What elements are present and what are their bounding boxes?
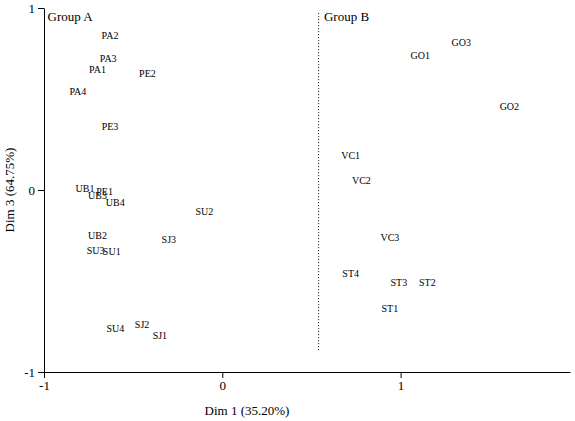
x-tick: -1 [39, 372, 50, 393]
point-label: ST2 [419, 277, 436, 288]
point-label: SJ2 [135, 319, 149, 330]
point-label: PA2 [102, 30, 119, 41]
y-tick-mark [38, 372, 44, 373]
y-tick-mark [38, 8, 44, 9]
point-label: SJ3 [162, 234, 176, 245]
point-label: PA4 [69, 86, 86, 97]
group-divider [318, 12, 319, 351]
y-tick-label: 1 [29, 1, 36, 16]
x-axis-title: Dim 1 (35.20%) [205, 403, 290, 418]
point-label: PE3 [102, 121, 119, 132]
x-tick-mark [401, 372, 402, 378]
point-label: ST1 [382, 303, 399, 314]
point-label: SJ1 [153, 330, 167, 341]
x-tick: 0 [220, 372, 227, 393]
chart: -1 0 1 -1 0 1 Dim 1 (35.20%) Dim 3 (64.75%) PA2 P… [0, 0, 575, 421]
point-label: SU2 [196, 206, 214, 217]
y-tick-label: -1 [24, 365, 35, 380]
point-label: ST3 [390, 277, 407, 288]
y-tick: -1 [24, 365, 44, 380]
y-tick: 0 [29, 183, 45, 198]
point-label: VC2 [352, 175, 371, 186]
x-tick: 1 [398, 372, 405, 393]
x-axis-line [45, 372, 571, 373]
point-label: VC1 [341, 150, 360, 161]
y-axis: -1 0 1 [24, 1, 44, 380]
point-label: ST4 [342, 268, 359, 279]
point-label: VC3 [380, 232, 399, 243]
point-label: SU4 [106, 323, 124, 334]
x-tick-label: 0 [220, 378, 227, 393]
point-label: UB4 [106, 197, 125, 208]
point-label: GO2 [500, 101, 519, 112]
x-tick-mark [222, 372, 223, 378]
group-label: Group A [48, 9, 94, 24]
y-axis-line [44, 9, 45, 373]
point-label: GO3 [452, 37, 471, 48]
plot-area: PA2PA3PA1PE2PA4PE3UB1PE1UB3UB4SU2UB2SJ3S… [69, 12, 519, 351]
y-tick-label: 0 [29, 183, 36, 198]
group-label: Group B [324, 9, 369, 24]
point-label: PE2 [139, 68, 156, 79]
y-tick-mark [38, 190, 44, 191]
y-axis-title: Dim 3 (64.75%) [2, 148, 17, 233]
x-tick-label: 1 [398, 378, 405, 393]
x-tick-label: -1 [39, 378, 50, 393]
y-tick: 1 [29, 1, 45, 16]
x-axis: -1 0 1 [39, 372, 570, 393]
x-tick-mark [44, 372, 45, 378]
point-label: GO1 [410, 50, 429, 61]
point-label: SU1 [103, 246, 121, 257]
point-label: UB3 [88, 190, 107, 201]
point-label: UB2 [88, 230, 107, 241]
point-label: PA3 [100, 53, 117, 64]
point-label: PA1 [89, 64, 106, 75]
